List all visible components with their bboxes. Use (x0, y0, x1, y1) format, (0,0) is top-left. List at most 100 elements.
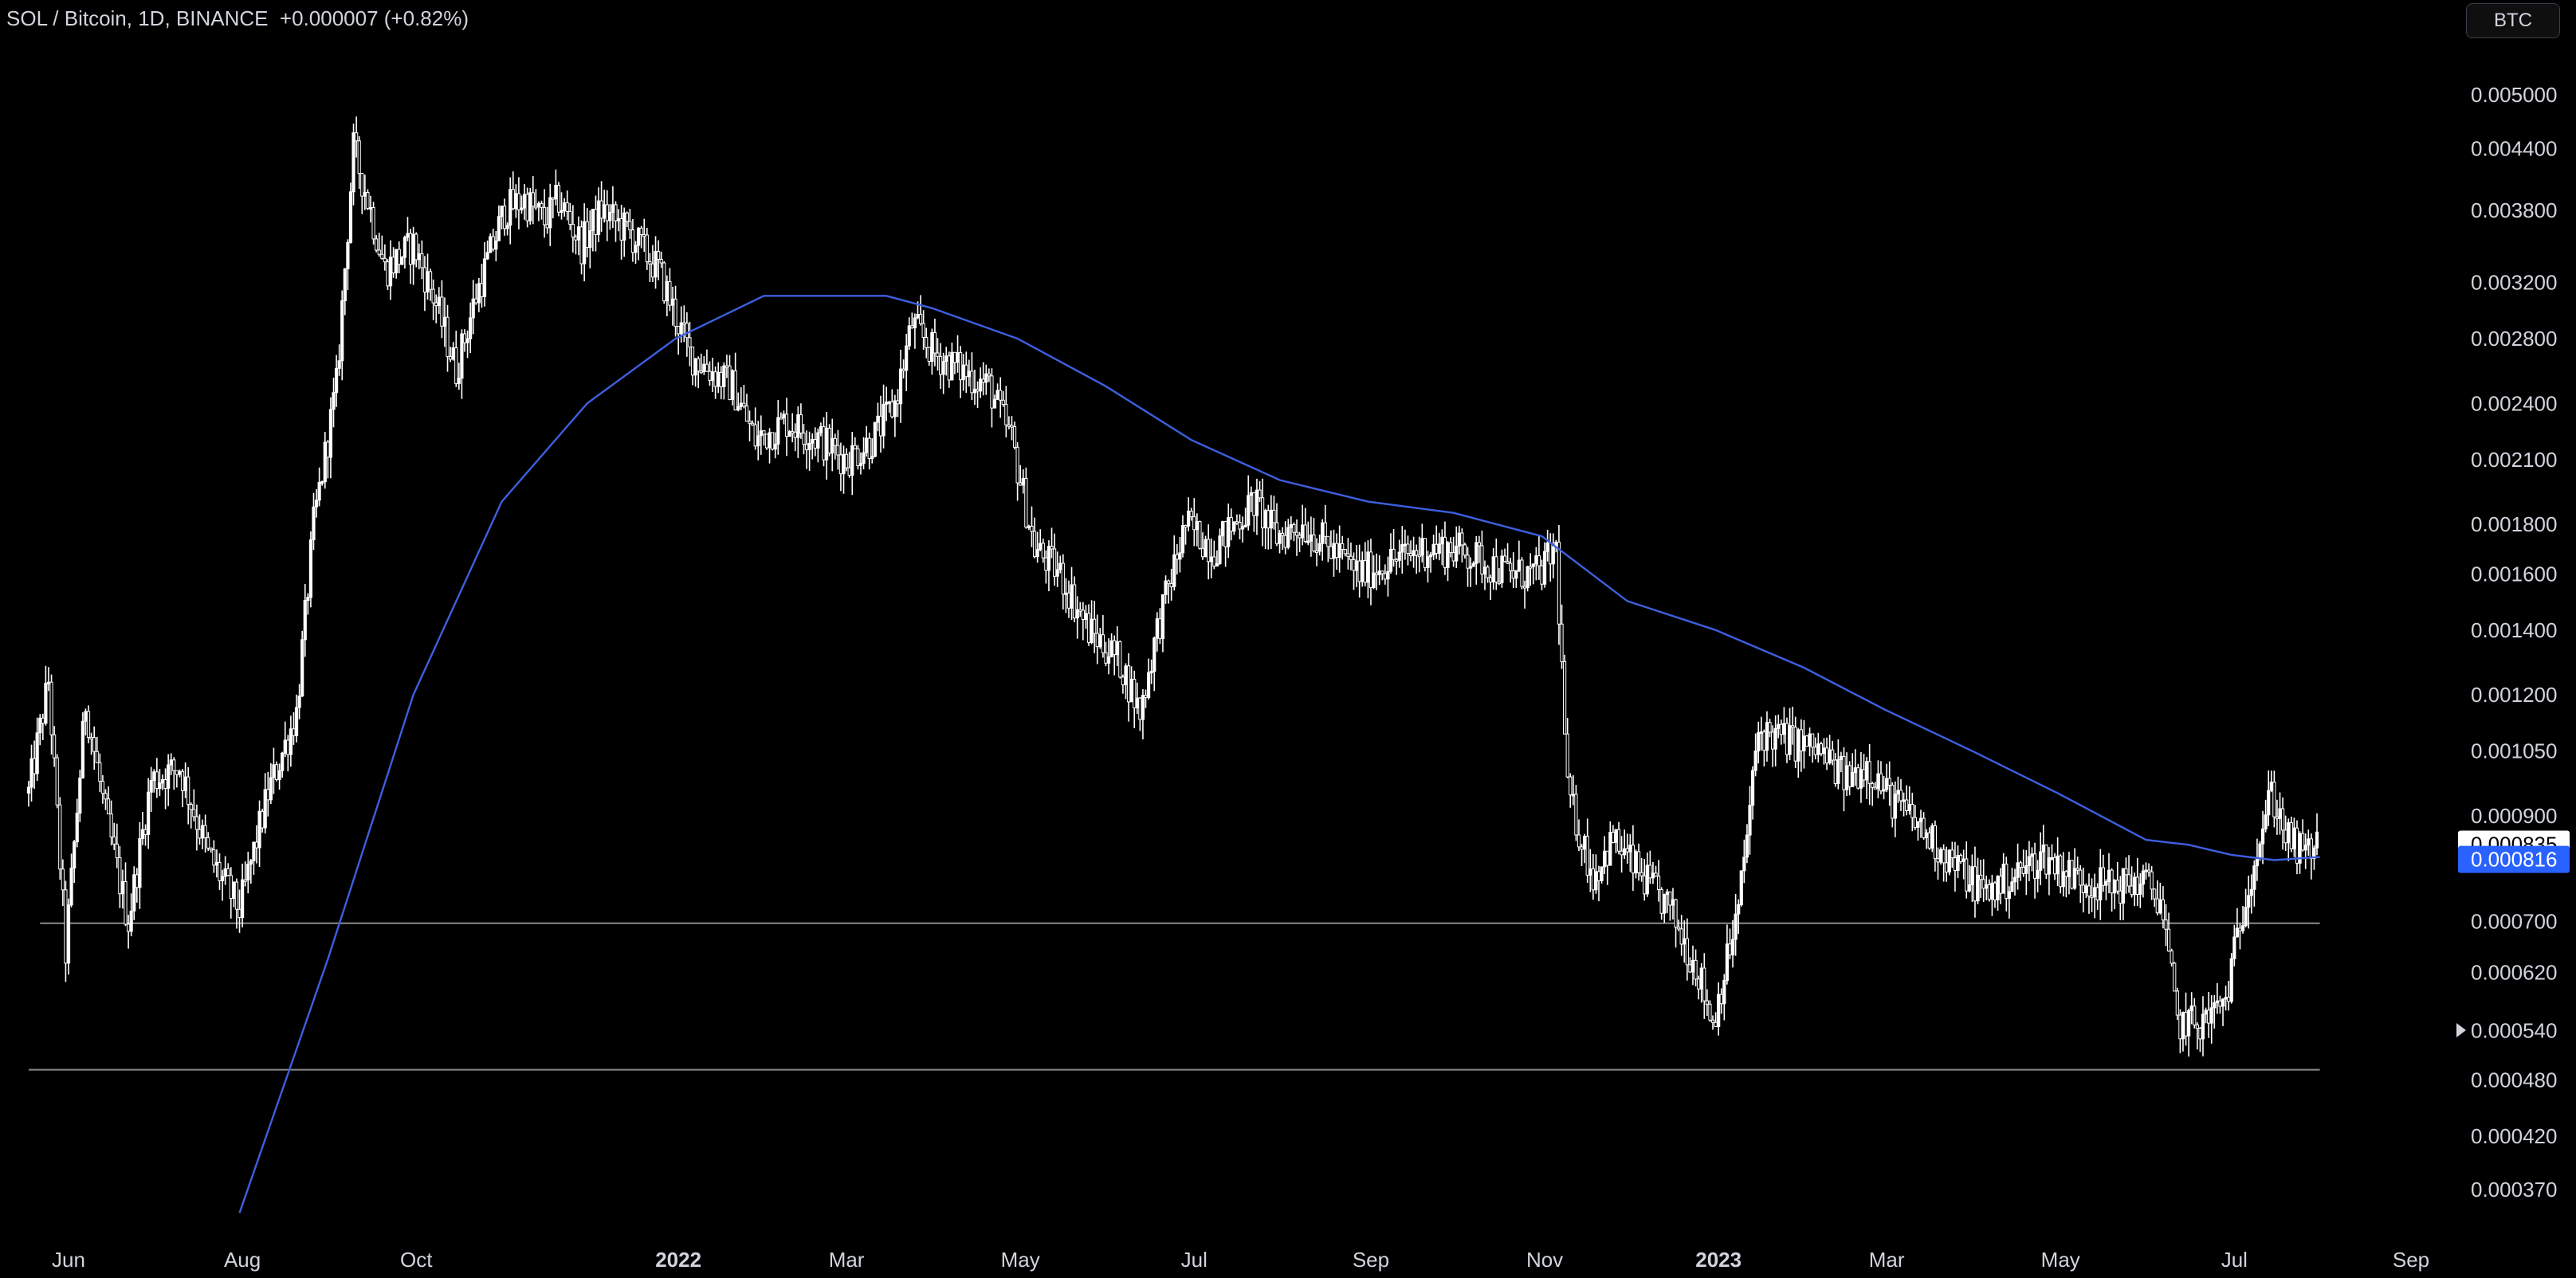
candle-body (2272, 782, 2276, 817)
candle (1605, 850, 1609, 885)
candle-body (1737, 904, 1741, 915)
candle (1497, 568, 1501, 586)
candle-body (1671, 899, 1675, 906)
candle (833, 433, 837, 460)
candle (1819, 741, 1823, 757)
candle-body (1677, 927, 1681, 930)
candle-body (1562, 661, 1567, 735)
moving-average-label: 0.000816 (2458, 845, 2570, 873)
candle (813, 427, 817, 457)
candle (571, 205, 575, 253)
candle (1124, 663, 1128, 700)
candle-body (209, 847, 213, 851)
candle (1634, 849, 1638, 879)
candle-body (1357, 560, 1361, 582)
candle-body (485, 252, 489, 260)
candle-body (494, 240, 498, 250)
candle-body (2067, 860, 2071, 877)
candle (112, 822, 116, 850)
y-tick-label: 0.000540 (2471, 1018, 2557, 1042)
candle-body (1520, 559, 1524, 587)
candle (1918, 810, 1923, 838)
candle (158, 769, 162, 797)
candle-body (249, 860, 253, 865)
candle (847, 451, 851, 478)
candle-body (357, 140, 361, 174)
chart-title: SOL / Bitcoin, 1D, BINANCE +0.000007 (+0… (6, 6, 469, 30)
candle-body (1204, 539, 1208, 558)
candle (402, 235, 407, 269)
candle (947, 351, 951, 388)
candle (1804, 735, 1809, 747)
candle (1813, 737, 1817, 760)
candle (1061, 554, 1065, 610)
candle (1215, 550, 1219, 566)
candle (1135, 682, 1139, 715)
candle-body (2115, 880, 2119, 892)
candle (1192, 498, 1196, 547)
candle-body (1372, 572, 1376, 589)
candle-body (49, 681, 53, 735)
candle (257, 800, 261, 868)
candle (283, 721, 287, 758)
candle (1611, 825, 1615, 844)
candle-body (739, 402, 743, 407)
candle-body (560, 210, 564, 213)
candle-body (816, 432, 820, 449)
candle (811, 433, 815, 460)
candle-body (642, 233, 646, 237)
candle-body (901, 368, 905, 371)
candle (2178, 1009, 2182, 1053)
candle (1942, 844, 1946, 882)
candle-body (979, 378, 983, 392)
candle (576, 216, 581, 256)
candle-body (867, 437, 871, 460)
candle (1500, 549, 1504, 588)
candle-body (2107, 869, 2111, 882)
candle (1368, 539, 1373, 606)
candle-body (2032, 853, 2037, 879)
candle (1272, 496, 1276, 530)
candle (1426, 551, 1430, 583)
candle-body (61, 868, 65, 891)
time-axis[interactable]: Jun Aug Oct 2022 Mar May Jul Sep Nov 2023 Mar May Ju… (52, 1248, 2429, 1272)
candle (261, 809, 265, 833)
candle-body (261, 810, 265, 829)
price-axis[interactable]: 0.0050000.0044000.0038000.0032000.002800… (2471, 83, 2557, 1202)
candle (542, 189, 547, 238)
candle-body (762, 430, 766, 435)
candle-body (1976, 874, 1980, 902)
candle (1831, 740, 1835, 766)
candle (332, 378, 336, 428)
candle (1266, 504, 1270, 550)
candle (2267, 770, 2271, 826)
candle (554, 169, 558, 206)
candle-body (1853, 767, 1857, 774)
currency-button[interactable]: BTC (2466, 3, 2560, 38)
candle-body (1690, 959, 1695, 973)
y-tick-label: 0.005000 (2471, 83, 2557, 107)
candle-body (2072, 868, 2077, 889)
candle-body (619, 218, 623, 241)
candle-body (2287, 822, 2291, 844)
candle (44, 665, 48, 726)
candle (1702, 953, 1706, 1019)
candle-body (2218, 1000, 2222, 1007)
candle (1446, 541, 1450, 582)
candle-body (682, 322, 686, 325)
candle (328, 397, 333, 479)
candle-body (972, 388, 977, 394)
candle (1690, 945, 1695, 986)
candle-body (1274, 522, 1279, 544)
candle-body (1605, 850, 1609, 866)
candle (1417, 536, 1421, 573)
candle (35, 717, 39, 781)
candle-body (1891, 784, 1895, 819)
candle-body (1001, 399, 1005, 406)
candle (69, 853, 73, 908)
candle-body (1090, 618, 1094, 643)
candle-body (858, 463, 863, 467)
candle (1717, 982, 1721, 1036)
